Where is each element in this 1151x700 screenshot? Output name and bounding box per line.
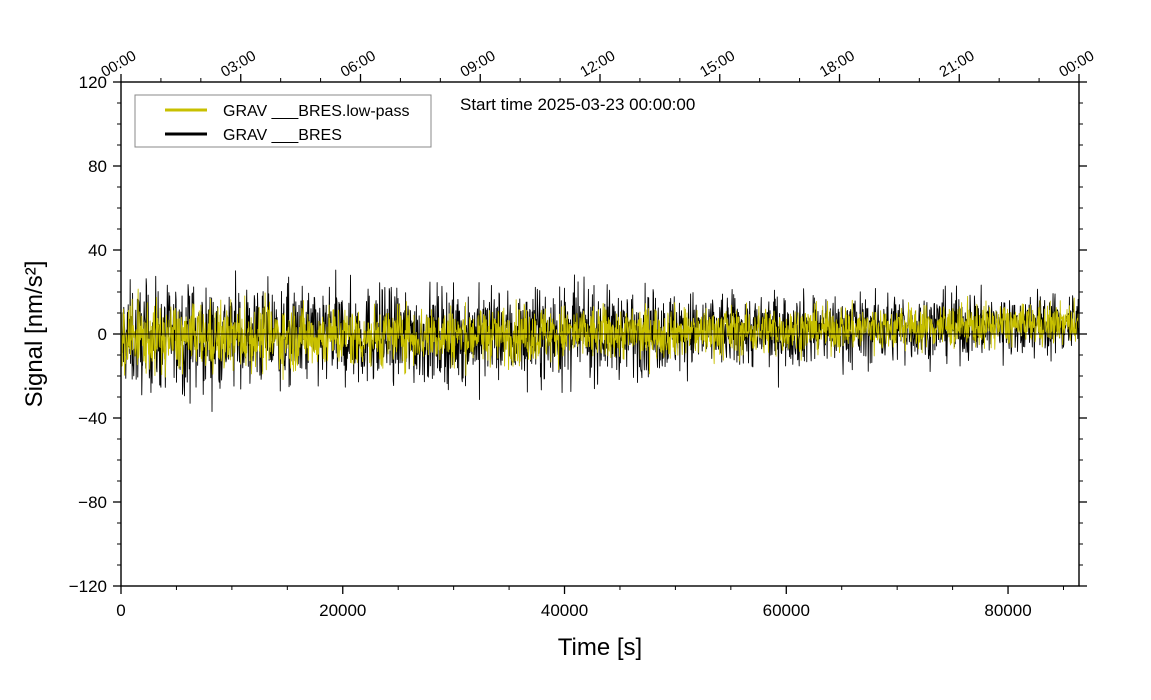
plot-frame [120, 81, 1080, 587]
legend: GRAV ___BRES.low-pass GRAV ___BRES [134, 94, 432, 148]
series-layer [120, 269, 1080, 412]
x-tick-label: 20000 [319, 601, 366, 620]
top-tick-label: 00:00 [98, 47, 139, 80]
x-tick-label: 0 [116, 601, 125, 620]
legend-label-raw: GRAV ___BRES [223, 127, 342, 144]
x-tick-label: 80000 [984, 601, 1031, 620]
top-tick-label: 00:00 [1056, 47, 1097, 80]
series-line [120, 288, 1080, 380]
top-tick-label: 06:00 [338, 47, 379, 80]
y-tick-label: −80 [78, 493, 107, 512]
y-tick-label: 0 [98, 325, 107, 344]
legend-box [134, 94, 432, 148]
x-tick-label: 60000 [763, 601, 810, 620]
top-tick-label: 09:00 [457, 47, 498, 80]
y-axis-label: Signal [nm/s²] [21, 261, 48, 408]
y-tick-label: −120 [69, 577, 107, 596]
top-tick-label: 18:00 [817, 47, 858, 80]
y-tick-label: 40 [88, 241, 107, 260]
start-time-annotation: Start time 2025-03-23 00:00:00 [460, 95, 695, 114]
top-tick-label: 12:00 [577, 47, 618, 80]
top-tick-label: 15:00 [697, 47, 738, 80]
y-tick-label: 120 [79, 73, 107, 92]
top-tick-label: 21:00 [936, 47, 977, 80]
top-tick-label: 03:00 [218, 47, 259, 80]
x-axis-label: Time [s] [558, 634, 642, 661]
y-tick-label: −40 [78, 409, 107, 428]
y-tick-label: 80 [88, 157, 107, 176]
x-tick-label: 40000 [541, 601, 588, 620]
legend-label-lowpass: GRAV ___BRES.low-pass [223, 103, 409, 120]
